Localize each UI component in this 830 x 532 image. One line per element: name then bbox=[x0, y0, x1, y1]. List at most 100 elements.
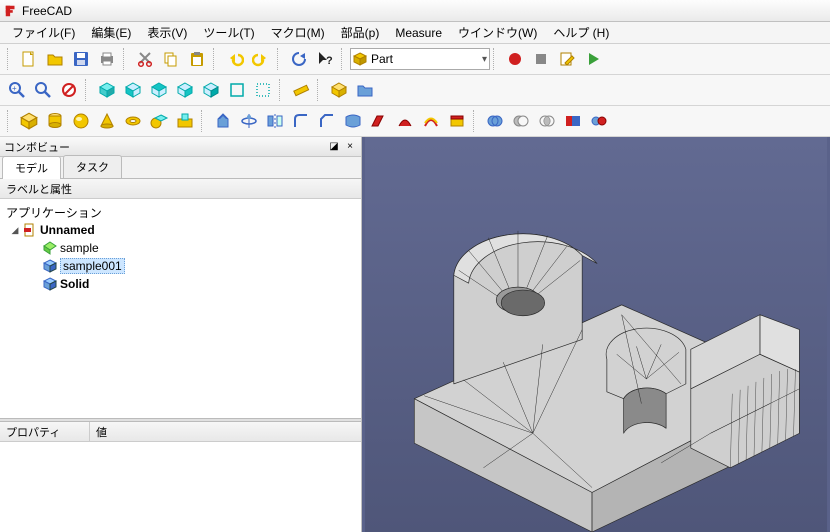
part-primitives-button[interactable] bbox=[147, 109, 171, 133]
menu-macro[interactable]: マクロ(M) bbox=[263, 22, 333, 43]
view-top-button[interactable] bbox=[147, 78, 171, 102]
document-tree[interactable]: アプリケーション ◢ Unnamed sample sample001 Soli… bbox=[0, 199, 361, 418]
tree-item[interactable]: Solid bbox=[2, 275, 359, 293]
cut-button[interactable] bbox=[133, 47, 157, 71]
view-bottom-button[interactable] bbox=[225, 78, 249, 102]
macro-stop-button[interactable] bbox=[529, 47, 553, 71]
part-revolve-button[interactable] bbox=[237, 109, 261, 133]
3d-viewport[interactable] bbox=[362, 137, 830, 532]
titlebar: FreeCAD bbox=[0, 0, 830, 22]
property-col-value: 値 bbox=[90, 422, 113, 441]
boolean-connect-button[interactable] bbox=[587, 109, 611, 133]
tree-item-label: sample001 bbox=[60, 258, 125, 274]
part-offset-button[interactable] bbox=[419, 109, 443, 133]
model-mesh-icon bbox=[362, 137, 830, 532]
dropdown-arrow-icon: ▾ bbox=[482, 54, 487, 65]
refresh-button[interactable] bbox=[287, 47, 311, 71]
view-iso-button[interactable] bbox=[95, 78, 119, 102]
part-loft-button[interactable] bbox=[367, 109, 391, 133]
menu-window[interactable]: ウインドウ(W) bbox=[450, 22, 545, 43]
separator bbox=[277, 48, 283, 70]
combo-view-title: コンボビュー bbox=[4, 139, 70, 155]
menu-part[interactable]: 部品(p) bbox=[333, 22, 388, 43]
document-icon bbox=[23, 223, 37, 237]
part-sphere-button[interactable] bbox=[69, 109, 93, 133]
paste-button[interactable] bbox=[185, 47, 209, 71]
menu-tools[interactable]: ツール(T) bbox=[195, 22, 262, 43]
macro-edit-button[interactable] bbox=[555, 47, 579, 71]
zoom-fit-button[interactable]: + bbox=[5, 78, 29, 102]
view-left-button[interactable] bbox=[251, 78, 275, 102]
part-thickness-button[interactable] bbox=[445, 109, 469, 133]
macro-record-button[interactable] bbox=[503, 47, 527, 71]
workbench-selector[interactable]: Part ▾ bbox=[350, 48, 490, 70]
toolbar-part bbox=[0, 106, 830, 137]
save-button[interactable] bbox=[69, 47, 93, 71]
menu-file[interactable]: ファイル(F) bbox=[4, 22, 83, 43]
part-cylinder-button[interactable] bbox=[43, 109, 67, 133]
open-button[interactable] bbox=[43, 47, 67, 71]
tab-model[interactable]: モデル bbox=[2, 156, 61, 179]
part-chamfer-button[interactable] bbox=[315, 109, 339, 133]
menu-help[interactable]: ヘルプ (H) bbox=[545, 22, 617, 43]
tree-document[interactable]: ◢ Unnamed bbox=[2, 221, 359, 239]
print-button[interactable] bbox=[95, 47, 119, 71]
tree-doc-label: Unnamed bbox=[40, 223, 95, 237]
part-box-button[interactable] bbox=[17, 109, 41, 133]
property-body bbox=[0, 442, 361, 532]
part-ruled-button[interactable] bbox=[341, 109, 365, 133]
separator bbox=[473, 110, 479, 132]
group-button[interactable] bbox=[353, 78, 377, 102]
tree-item[interactable]: sample bbox=[2, 239, 359, 257]
app-logo-icon bbox=[4, 4, 18, 18]
tab-task[interactable]: タスク bbox=[63, 155, 122, 178]
separator bbox=[317, 79, 323, 101]
separator bbox=[201, 110, 207, 132]
new-button[interactable] bbox=[17, 47, 41, 71]
part-create-button[interactable] bbox=[327, 78, 351, 102]
menu-edit[interactable]: 編集(E) bbox=[83, 22, 139, 43]
tree-root[interactable]: アプリケーション bbox=[2, 203, 359, 221]
boolean-fuse-button[interactable] bbox=[483, 109, 507, 133]
redo-button[interactable] bbox=[249, 47, 273, 71]
zoom-selection-button[interactable] bbox=[31, 78, 55, 102]
menu-measure[interactable]: Measure bbox=[387, 24, 450, 42]
part-mirror-button[interactable] bbox=[263, 109, 287, 133]
view-rear-button[interactable] bbox=[199, 78, 223, 102]
toolbar-file: ? Part ▾ bbox=[0, 44, 830, 75]
svg-text:?: ? bbox=[326, 55, 333, 67]
whatsthis-button[interactable]: ? bbox=[313, 47, 337, 71]
part-torus-button[interactable] bbox=[121, 109, 145, 133]
part-fillet-button[interactable] bbox=[289, 109, 313, 133]
panel-close-button[interactable]: × bbox=[343, 140, 357, 154]
tree-root-label: アプリケーション bbox=[6, 204, 102, 221]
combo-view-header: コンボビュー ◪ × bbox=[0, 137, 361, 157]
tree-item-label: sample bbox=[60, 241, 99, 255]
separator bbox=[279, 79, 285, 101]
grip-icon bbox=[7, 110, 13, 132]
part-cone-button[interactable] bbox=[95, 109, 119, 133]
panel-float-button[interactable]: ◪ bbox=[327, 140, 341, 154]
part-extrude-button[interactable] bbox=[211, 109, 235, 133]
macro-run-button[interactable] bbox=[581, 47, 605, 71]
tree-item[interactable]: sample001 bbox=[2, 257, 359, 275]
draw-style-button[interactable] bbox=[57, 78, 81, 102]
boolean-common-button[interactable] bbox=[535, 109, 559, 133]
separator bbox=[493, 48, 499, 70]
property-panel: プロパティ 値 bbox=[0, 422, 361, 532]
expand-icon[interactable]: ◢ bbox=[10, 225, 20, 236]
view-right-button[interactable] bbox=[173, 78, 197, 102]
measure-button[interactable] bbox=[289, 78, 313, 102]
part-shapebuilder-button[interactable] bbox=[173, 109, 197, 133]
undo-button[interactable] bbox=[223, 47, 247, 71]
toolbar-view: + bbox=[0, 75, 830, 106]
part-sweep-button[interactable] bbox=[393, 109, 417, 133]
view-front-button[interactable] bbox=[121, 78, 145, 102]
menu-view[interactable]: 表示(V) bbox=[139, 22, 195, 43]
boolean-cut-button[interactable] bbox=[509, 109, 533, 133]
tree-item-label: Solid bbox=[60, 277, 89, 291]
boolean-section-button[interactable] bbox=[561, 109, 585, 133]
tree-header: ラベルと属性 bbox=[0, 179, 361, 199]
copy-button[interactable] bbox=[159, 47, 183, 71]
svg-text:+: + bbox=[12, 84, 17, 93]
